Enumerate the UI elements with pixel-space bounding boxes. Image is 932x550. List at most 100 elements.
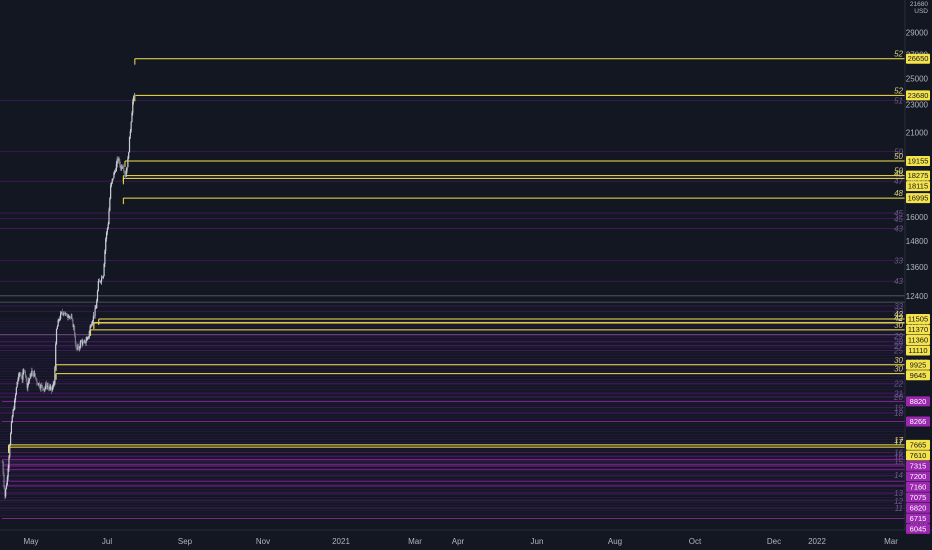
candle-body bbox=[34, 373, 36, 378]
candle-body bbox=[123, 167, 125, 172]
price-level-lines: 5150474545433343333229282725222120191816… bbox=[0, 50, 905, 519]
level-label: 50 bbox=[894, 167, 903, 176]
candle-body bbox=[92, 321, 94, 324]
candle-body bbox=[111, 178, 113, 183]
candle-body bbox=[18, 373, 20, 380]
candle-body bbox=[61, 311, 63, 314]
candle-body bbox=[57, 320, 59, 327]
candle-body bbox=[80, 340, 82, 343]
candle-body bbox=[73, 326, 76, 337]
candle-body bbox=[44, 387, 46, 390]
time-tick-label: Jun bbox=[531, 537, 544, 546]
candle-body bbox=[100, 281, 102, 283]
faint-level-label: 28 bbox=[893, 338, 903, 347]
level-label: 30 bbox=[894, 321, 903, 330]
candle-body bbox=[63, 312, 65, 315]
price-tag-label: 23680 bbox=[908, 91, 929, 100]
candle-body bbox=[8, 456, 10, 469]
faint-level-label: 21 bbox=[893, 389, 903, 398]
faint-level-label: 43 bbox=[894, 225, 903, 234]
candle-body bbox=[125, 170, 127, 177]
faint-level-label: 45 bbox=[894, 209, 903, 218]
candle-body bbox=[2, 462, 4, 475]
candle-body bbox=[51, 386, 53, 391]
candle-body bbox=[46, 383, 48, 388]
candle-body bbox=[133, 96, 135, 102]
candle-body bbox=[14, 394, 17, 400]
time-tick-label: Mar bbox=[884, 537, 898, 546]
candle-body bbox=[64, 312, 66, 314]
candle-body bbox=[69, 316, 71, 318]
candle-body bbox=[60, 313, 62, 319]
price-tag bbox=[906, 181, 930, 192]
candle-body bbox=[28, 380, 30, 384]
candle-body bbox=[82, 342, 85, 343]
faint-level-label: 16 bbox=[894, 453, 903, 462]
candle-body bbox=[128, 152, 130, 159]
faint-level-label: 43 bbox=[894, 277, 903, 286]
candle-body bbox=[122, 167, 124, 169]
candle-body bbox=[91, 323, 93, 327]
candle-body bbox=[55, 329, 58, 345]
candle-body bbox=[41, 385, 44, 388]
price-tag bbox=[906, 492, 930, 503]
candle-body bbox=[71, 317, 73, 320]
candle-body bbox=[66, 314, 68, 318]
candle-body bbox=[74, 336, 76, 345]
price-tick-label: 14800 bbox=[906, 237, 929, 246]
candle-body bbox=[129, 131, 131, 137]
candle-body bbox=[38, 383, 40, 388]
candle-body bbox=[11, 416, 13, 423]
candle-body bbox=[27, 383, 29, 388]
faint-level-label: 22 bbox=[893, 379, 903, 388]
faint-level-label: 33 bbox=[894, 256, 903, 265]
candle-body bbox=[94, 308, 96, 316]
candle-body bbox=[5, 488, 7, 497]
candle-body bbox=[12, 410, 14, 417]
candle-body bbox=[6, 477, 8, 486]
candlestick-series bbox=[1, 92, 136, 500]
price-tag-label: 7200 bbox=[910, 472, 927, 481]
price-tag-label: 6715 bbox=[910, 514, 927, 523]
candle-body bbox=[36, 379, 38, 384]
price-tag-label: 11370 bbox=[908, 325, 928, 334]
candle-body bbox=[89, 326, 91, 332]
candle-body bbox=[93, 315, 95, 317]
candle-body bbox=[101, 277, 103, 282]
level-label: 48 bbox=[894, 169, 903, 178]
candle-body bbox=[87, 337, 89, 339]
faint-level-label: 19 bbox=[894, 403, 903, 412]
candle-body bbox=[32, 371, 35, 377]
price-scale-header: 21680 bbox=[910, 1, 928, 8]
candle-body bbox=[25, 375, 27, 379]
candle-body bbox=[59, 318, 61, 320]
price-tag bbox=[906, 396, 930, 407]
price-tag bbox=[906, 314, 930, 325]
candle-body bbox=[7, 468, 9, 478]
price-tick-label: 16000 bbox=[906, 213, 929, 222]
candle-body bbox=[119, 164, 122, 169]
price-tag-label: 7610 bbox=[910, 451, 927, 460]
time-scale[interactable]: May Jul Sep Nov 2021 Mar Apr Jun Aug Oct Dec 2022 Ma… bbox=[23, 537, 898, 546]
candle-body bbox=[60, 311, 63, 314]
candle-body bbox=[10, 422, 13, 434]
candle-body bbox=[85, 340, 87, 343]
candle-body bbox=[5, 485, 8, 489]
candle-body bbox=[83, 340, 85, 343]
candle-body bbox=[16, 381, 18, 388]
candle-body bbox=[62, 313, 64, 315]
candle-body bbox=[124, 173, 126, 177]
level-label: 42 bbox=[894, 310, 903, 319]
candle-body bbox=[43, 389, 45, 391]
price-tag bbox=[906, 170, 930, 181]
price-tag-label: 7315 bbox=[910, 461, 927, 470]
price-tag bbox=[906, 156, 930, 167]
candle-body bbox=[108, 210, 110, 225]
candle-body bbox=[14, 399, 16, 410]
price-tag bbox=[906, 502, 930, 513]
candle-body bbox=[21, 378, 23, 380]
price-tag-label: 7160 bbox=[910, 482, 927, 491]
candle-body bbox=[87, 336, 90, 338]
candle-body bbox=[78, 345, 80, 349]
